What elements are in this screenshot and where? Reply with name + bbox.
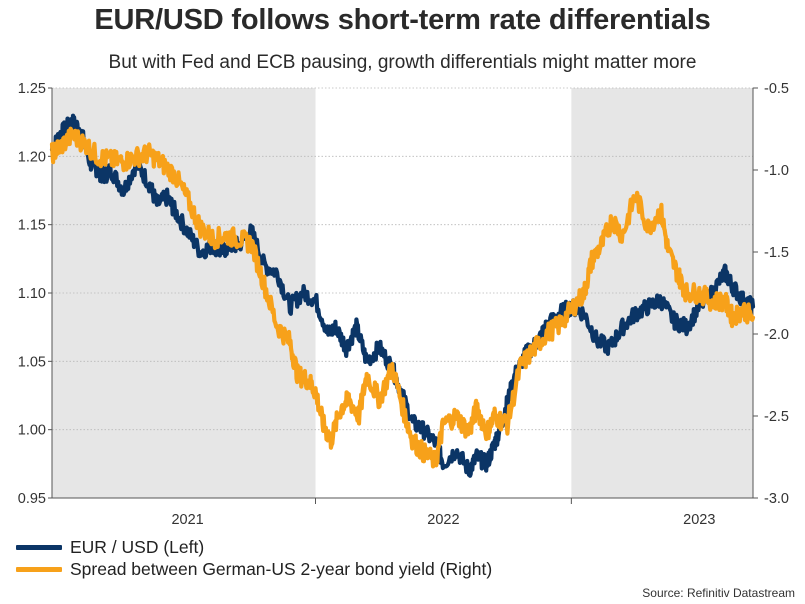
x-tick-label-2: 2023 — [683, 512, 715, 528]
right-tick-label-4: -1.0 — [764, 163, 789, 179]
right-tick-label-5: -0.5 — [764, 81, 789, 97]
legend-item-eurusd: EUR / USD (Left) — [16, 536, 492, 558]
right-tick-label-1: -2.5 — [764, 409, 789, 425]
left-tick-label-3: 1.10 — [18, 286, 46, 302]
x-tick-label-0: 2021 — [171, 512, 203, 528]
left-tick-label-2: 1.05 — [18, 354, 46, 370]
left-tick-label-6: 1.25 — [18, 81, 46, 97]
right-tick-label-0: -3.0 — [764, 491, 789, 507]
x-tick-label-1: 2022 — [427, 512, 459, 528]
legend-swatch-eurusd — [16, 544, 62, 550]
source-note: Source: Refinitiv Datastream — [642, 586, 795, 600]
legend-item-spread: Spread between German-US 2-year bond yie… — [16, 558, 492, 580]
left-tick-label-4: 1.15 — [18, 218, 46, 234]
chart-title: EUR/USD follows short-term rate differen… — [94, 4, 711, 36]
legend-swatch-spread — [16, 566, 62, 572]
left-tick-label-0: 0.95 — [18, 491, 46, 507]
left-tick-label-1: 1.00 — [18, 423, 46, 439]
legend: EUR / USD (Left) Spread between German-U… — [16, 536, 492, 580]
right-tick-label-2: -2.0 — [764, 327, 789, 343]
series-line-spread — [49, 126, 756, 469]
chart-subtitle: But with Fed and ECB pausing, growth dif… — [108, 52, 697, 73]
right-tick-label-3: -1.5 — [764, 245, 789, 261]
legend-label-spread: Spread between German-US 2-year bond yie… — [70, 558, 493, 579]
legend-label-eurusd: EUR / USD (Left) — [70, 536, 205, 557]
left-tick-label-5: 1.20 — [18, 149, 46, 165]
